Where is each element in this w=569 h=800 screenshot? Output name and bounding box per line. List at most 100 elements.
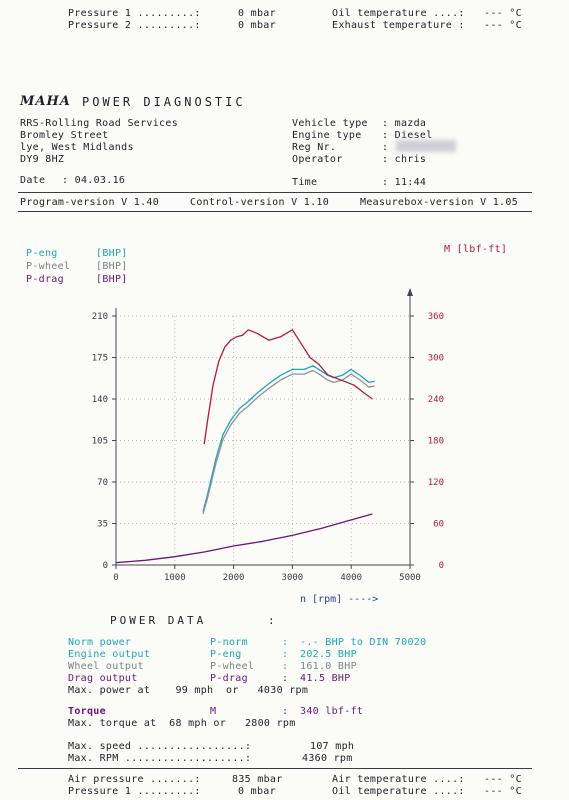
reg-value: : [382, 142, 389, 153]
engine-output-label: Engine output [68, 649, 151, 660]
top-pressure1-label: Pressure 1 .........: [68, 8, 201, 19]
legend-p-wheel-unit: [BHP] [96, 261, 128, 272]
wheel-output-key: P-wheel [210, 661, 255, 672]
torque-value: 340 lbf-ft [300, 706, 364, 717]
x-tick-label: 2000 [223, 573, 245, 583]
time-value: : 11:44 [382, 177, 427, 188]
y-right-tick-label: 360 [428, 312, 444, 322]
engine-output-key: P-eng [210, 649, 242, 660]
y-right-tick-label: 120 [428, 478, 444, 488]
max-torque-line: Max. torque at 68 mph or 2800 rpm [68, 718, 296, 729]
legend-p-eng-unit: [BHP] [96, 248, 128, 259]
engine-type-label: Engine type [292, 130, 362, 141]
bottom-oil-temp-label: Oil temperature ....: [332, 786, 465, 797]
norm-power-label: Norm power [68, 637, 132, 648]
report-title: POWER DIAGNOSTIC [82, 95, 246, 109]
y-right-tick-label: 240 [428, 395, 444, 405]
engine-type-value: : Diesel [382, 130, 433, 141]
x-tick-label: 5000 [399, 573, 421, 583]
y-left-tick-label: 0 [103, 561, 108, 571]
wheel-output-value: 161.0 BHP [300, 661, 357, 672]
wheel-output-sep: : [282, 661, 289, 672]
max-speed-label: Max. speed .................: [68, 741, 252, 752]
norm-power-sep: : [282, 637, 289, 648]
chart-series [115, 329, 375, 564]
x-tick-label: 3000 [282, 573, 304, 583]
legend-torque: M [lbf-ft] [444, 244, 508, 255]
wheel-output-label: Wheel output [68, 661, 144, 672]
engine-output-value: 202.5 BHP [300, 649, 357, 660]
norm-power-value: -.- BHP to DIN 70020 [300, 637, 427, 648]
reg-redacted-blur [396, 140, 456, 152]
series-line-p-eng [202, 365, 375, 512]
series-line-p-wheel [202, 369, 375, 515]
air-temp-label: Air temperature ....: [332, 774, 465, 785]
x-axis-label: n [rpm] ----> [300, 594, 378, 605]
address-line-2: Bromley Street [20, 130, 109, 141]
engine-output-sep: : [282, 649, 289, 660]
y-left-tick-label: 140 [92, 395, 108, 405]
drag-output-value: 41.5 BHP [300, 673, 351, 684]
top-pressure2-value: 0 mbar [238, 20, 276, 31]
reg-label: Reg Nr. [292, 142, 337, 153]
air-temp-value: --- °C [484, 774, 522, 785]
x-tick-label: 1000 [164, 573, 186, 583]
power-data-colon: : [268, 614, 275, 627]
drag-output-label: Drag output [68, 673, 138, 684]
legend-p-drag: P-drag [26, 274, 64, 285]
address-line-3: lye, West Midlands [20, 142, 134, 153]
y-left-tick-label: 175 [92, 354, 108, 364]
power-torque-chart: 0 35 70 105 140 175 210 0 60 120 180 240 300 360 0 1000… [92, 288, 444, 605]
max-power-line: Max. power at 99 mph or 4030 rpm [68, 685, 309, 696]
vehicle-type-value: : mazda [382, 118, 427, 129]
top-pressure1-value: 0 mbar [238, 8, 276, 19]
norm-power-key: P-norm [210, 637, 248, 648]
maha-logo: MAHA [20, 94, 71, 109]
series-line-m [203, 329, 373, 445]
top-oil-temp-label: Oil temperature ....: [332, 8, 465, 19]
bottom-oil-temp-value: --- °C [484, 786, 522, 797]
y-left-tick-label: 35 [97, 520, 108, 530]
address-line-4: DY9 8HZ [20, 154, 65, 165]
y-right-tick-label: 0 [439, 561, 444, 571]
y-left-tick-label: 105 [92, 437, 108, 447]
bottom-pressure1-label: Pressure 1 .........: [68, 786, 201, 797]
y-right-tick-label: 60 [433, 520, 444, 530]
legend-p-eng: P-eng [26, 248, 58, 259]
air-pressure-label: Air pressure .......: [68, 774, 201, 785]
air-pressure-value: 835 mbar [232, 774, 283, 785]
measurebox-version: Measurebox-version V 1.05 [360, 197, 519, 208]
bottom-pressure1-value: 0 mbar [238, 786, 276, 797]
chart-ticks: 0 35 70 105 140 175 210 0 60 120 180 240 300 360 0 1000… [92, 312, 444, 583]
header-divider-top [18, 192, 532, 193]
header-divider-bottom [18, 211, 532, 212]
address-line-1: RRS-Rolling Road Services [20, 118, 179, 129]
torque-sep: : [282, 706, 289, 717]
date-value: : 04.03.16 [62, 175, 126, 186]
series-line-p-drag [115, 513, 373, 564]
y-right-tick-label: 300 [428, 354, 444, 364]
operator-label: Operator [292, 154, 343, 165]
y-right-tick-label: 180 [428, 437, 444, 447]
legend-p-wheel: P-wheel [26, 261, 71, 272]
top-exhaust-temp-value: --- °C [484, 20, 522, 31]
top-exhaust-temp-label: Exhaust temperature : [332, 20, 465, 31]
chart-grid [116, 315, 410, 565]
y-left-tick-label: 70 [97, 478, 108, 488]
time-label: Time [292, 177, 318, 188]
max-rpm-value: 4360 rpm [302, 753, 353, 764]
program-version: Program-version V 1.40 [20, 197, 160, 208]
drag-output-sep: : [282, 673, 289, 684]
drag-output-key: P-drag [210, 673, 248, 684]
date-label: Date [20, 175, 46, 186]
vehicle-type-label: Vehicle type [292, 118, 368, 129]
y-left-tick-label: 210 [92, 312, 108, 322]
torque-key: M [210, 706, 217, 717]
torque-label: Torque [68, 706, 106, 717]
footer-divider [18, 768, 532, 769]
control-version: Control-version V 1.10 [190, 197, 330, 208]
x-tick-label: 4000 [340, 573, 362, 583]
max-rpm-label: Max. RPM ...................: [68, 753, 252, 764]
y-axis-arrow [407, 288, 413, 296]
x-tick-label: 0 [113, 573, 118, 583]
